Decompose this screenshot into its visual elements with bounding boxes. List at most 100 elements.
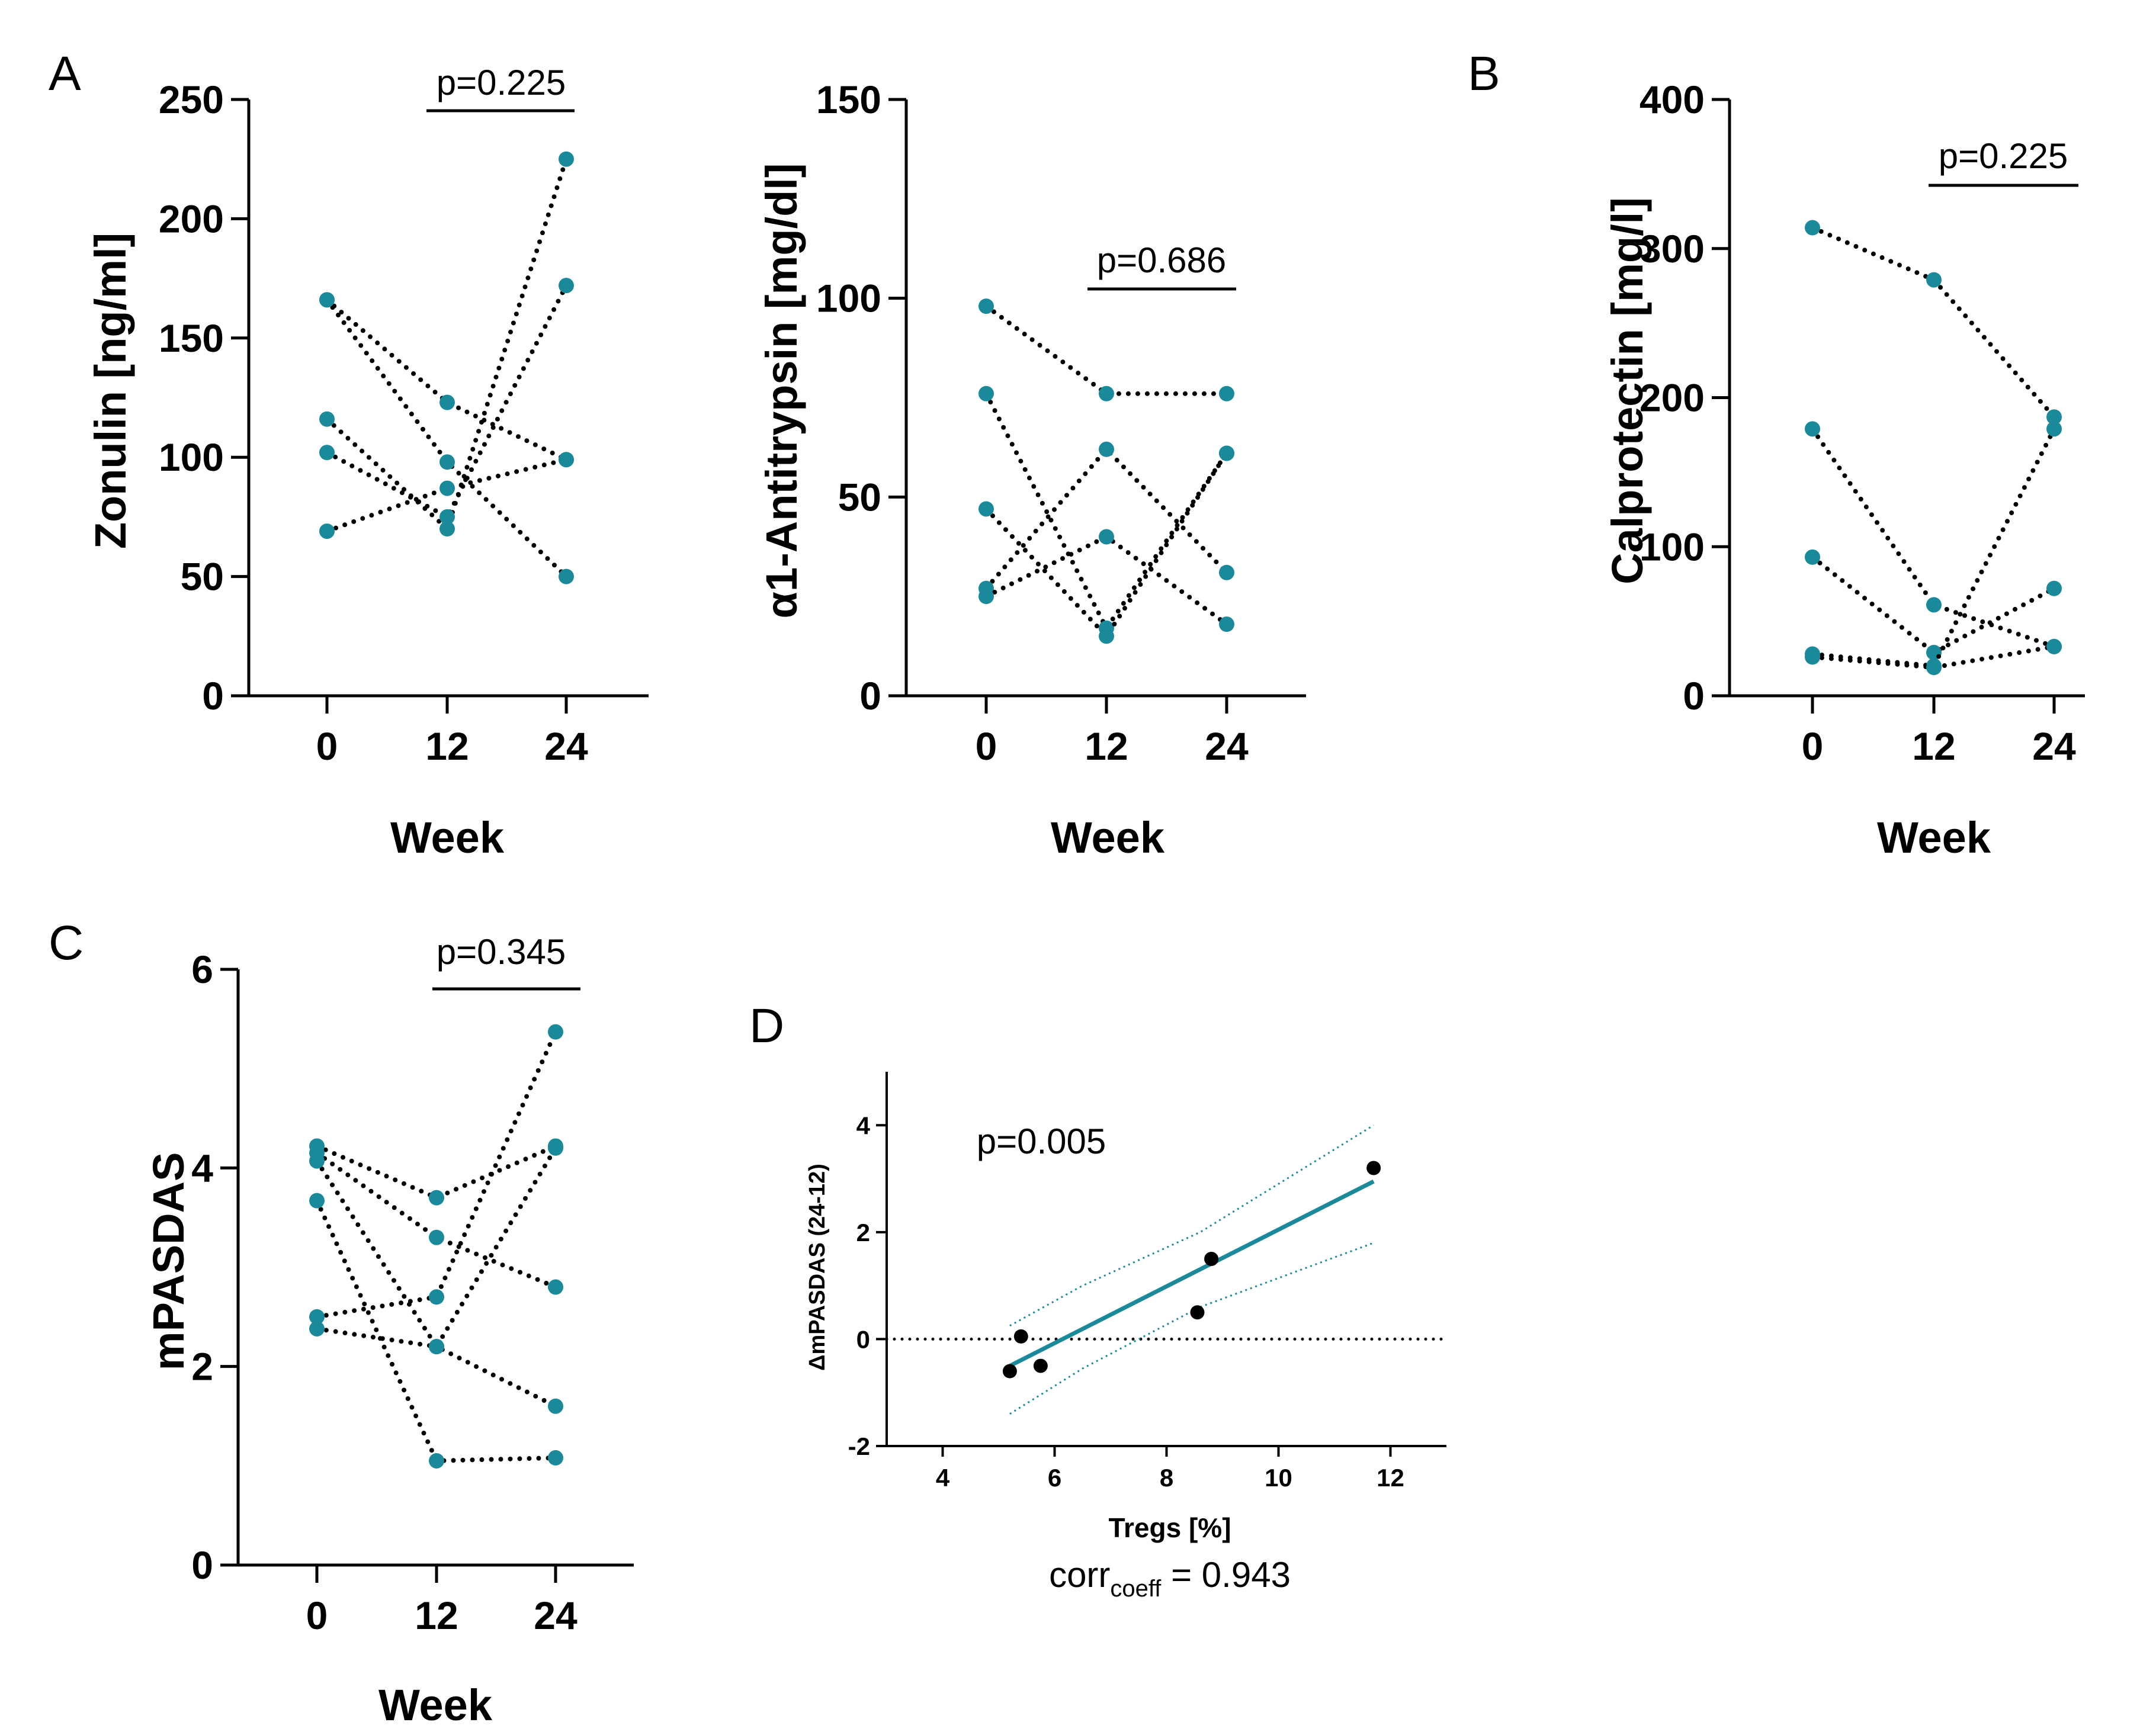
scatter-point-3	[1033, 1358, 1048, 1373]
data-point-p3-week-24	[559, 278, 574, 294]
data-point-p1-week-24	[2046, 409, 2062, 425]
scatter-point-1	[1002, 1364, 1017, 1379]
data-point-p5-week-0	[309, 1309, 325, 1325]
data-point-p1-week-24	[1219, 385, 1234, 401]
y-tick-label: 100	[159, 435, 224, 479]
chart-correlation: D ΔmPASDAS (24-12) Tregs [%] p=0.005 cor…	[749, 999, 1448, 1602]
p-value-label: p=0.225	[1939, 136, 2068, 176]
y-tick-label: 400	[1640, 78, 1705, 121]
series-line-p5	[325, 297, 569, 462]
data-point-p5-week-24	[548, 1024, 563, 1040]
scatter-point-4	[1190, 1305, 1205, 1320]
x-tick-label: 12	[1085, 724, 1128, 768]
series-line-p1	[984, 304, 1229, 396]
series-line-p2	[984, 391, 1229, 633]
data-point-p5-week-24	[559, 452, 574, 468]
y-axis-label: Calprotectin [mg/l]	[1603, 197, 1652, 584]
y-tick-label: 0	[859, 674, 881, 718]
data-point-p4-week-0	[319, 523, 335, 539]
p-value-label: p=0.345	[437, 932, 566, 972]
y-tick-label: 150	[816, 78, 881, 121]
data-point-p3-week-0	[309, 1153, 325, 1169]
data-point-p1-week-12	[439, 454, 455, 470]
panel-letter-a: A	[49, 47, 81, 101]
x-tick-label: 24	[534, 1593, 578, 1637]
series-line-p3	[984, 451, 1229, 640]
p-value-label: p=0.005	[977, 1122, 1106, 1161]
data-point-p4-week-24	[2046, 421, 2062, 437]
scatter-point-2	[1013, 1329, 1028, 1344]
y-tick-label: 4	[191, 1146, 213, 1190]
x-axis-label: Week	[1051, 813, 1165, 862]
x-tick-label: 24	[1205, 724, 1249, 768]
x-axis-label: Tregs [%]	[1108, 1512, 1231, 1543]
regression-line	[1009, 1179, 1375, 1368]
data-point-p3-week-0	[1805, 549, 1820, 565]
y-tick-label: 100	[816, 277, 881, 320]
y-tick-label: 50	[181, 555, 224, 599]
data-point-p5-week-0	[319, 292, 335, 308]
scatter-point-6	[1366, 1161, 1381, 1175]
y-tick-label: 200	[159, 197, 224, 240]
data-point-p4-week-12	[439, 480, 455, 496]
data-point-p5-week-0	[1805, 649, 1820, 665]
series-line-p1	[315, 1143, 558, 1200]
data-point-p3-week-12	[439, 509, 455, 525]
series-line-p4	[984, 445, 1229, 591]
data-point-p1-week-24	[559, 568, 574, 584]
y-tick-label: 2	[856, 1219, 870, 1246]
series-line-p1	[1810, 225, 2056, 420]
series-line-p4	[325, 457, 569, 534]
data-point-p3-week-24	[548, 1398, 563, 1414]
x-tick-label: 10	[1265, 1464, 1292, 1492]
x-tick-label: 8	[1160, 1464, 1173, 1492]
y-tick-label: -2	[848, 1432, 870, 1460]
corr-value: = 0.943	[1161, 1555, 1291, 1595]
data-point-p5-week-12	[429, 1289, 444, 1305]
data-point-p2-week-12	[439, 521, 455, 537]
data-point-p4-week-12	[429, 1453, 444, 1469]
data-point-p5-week-12	[1099, 529, 1114, 545]
y-tick-label: 200	[1640, 376, 1705, 420]
y-tick-label: 300	[1640, 227, 1705, 271]
x-tick-label: 6	[1048, 1464, 1061, 1492]
data-point-p1-week-12	[429, 1190, 444, 1206]
series-line-p3	[325, 283, 569, 520]
confidence-band-lower	[1009, 1242, 1374, 1415]
y-axis-label: ΔmPASDAS (24-12)	[805, 1164, 830, 1371]
y-tick-label: 2	[191, 1345, 213, 1389]
x-axis-label: Week	[1877, 813, 1991, 862]
panel-letter-b: B	[1468, 47, 1500, 101]
data-point-p3-week-12	[1099, 628, 1114, 644]
scatter-point-5	[1204, 1252, 1219, 1266]
y-tick-label: 0	[856, 1325, 870, 1353]
panel-letter-d: D	[749, 999, 784, 1053]
x-tick-label: 0	[316, 724, 338, 768]
series-line-p2	[1810, 426, 2056, 649]
p-value-label: p=0.686	[1097, 240, 1227, 280]
series-line-p5	[984, 534, 1229, 627]
chart-zonulin: A Zonulin [ng/ml] Week p=0.225 0 50 100 150…	[49, 47, 649, 862]
y-tick-label: 250	[159, 78, 224, 121]
x-tick-label: 0	[1802, 724, 1824, 768]
data-point-p2-week-24	[548, 1279, 563, 1295]
data-point-p1-week-0	[978, 298, 994, 314]
series-line-p3	[1810, 554, 2056, 656]
corr-subscript: coeff	[1110, 1576, 1162, 1602]
y-tick-label: 150	[159, 316, 224, 360]
data-point-p2-week-24	[559, 151, 574, 167]
y-axis-label: α1-Antitrypsin [mg/dl]	[757, 163, 806, 618]
panel-letter-c: C	[49, 916, 84, 970]
series-line-p3	[315, 1158, 558, 1409]
data-point-p3-week-0	[978, 501, 994, 517]
data-point-p4-week-24	[548, 1450, 563, 1466]
x-tick-label: 12	[1912, 724, 1955, 768]
data-point-p1-week-0	[1805, 220, 1820, 236]
data-point-p1-week-12	[1099, 385, 1114, 401]
data-point-p2-week-0	[319, 411, 335, 427]
data-point-p2-week-0	[1805, 421, 1820, 437]
data-point-p5-week-24	[1219, 616, 1234, 632]
data-point-p5-week-12	[1926, 660, 1942, 676]
